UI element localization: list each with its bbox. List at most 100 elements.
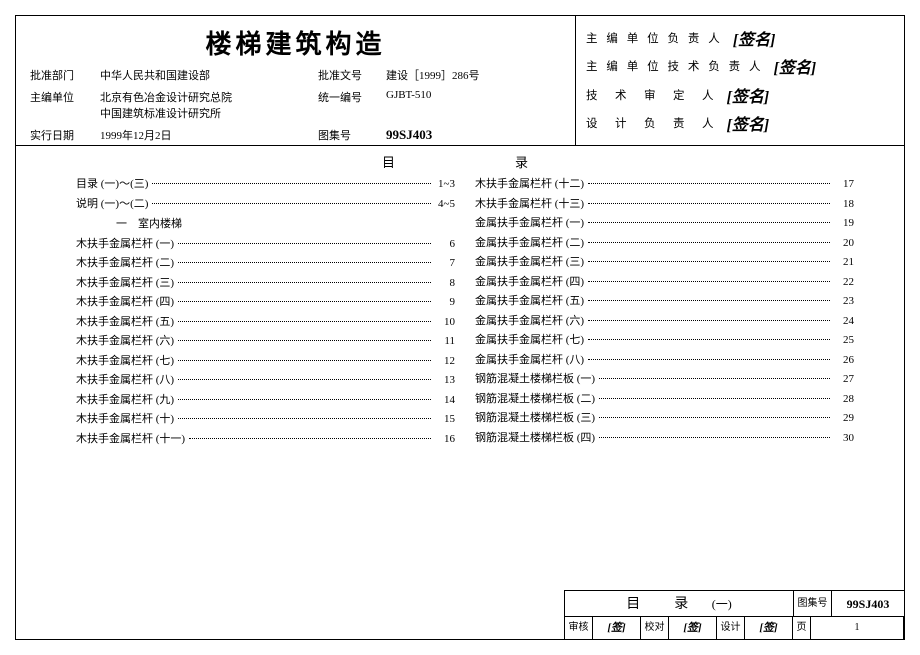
toc-entry-label: 木扶手金属栏杆 (十) [76,410,174,426]
header-left: 楼梯建筑构造 批准部门中华人民共和国建设部批准文号建设［1999］286号主编单… [16,16,576,145]
toc-entry: 木扶手金属栏杆 (九) 14 [76,391,455,407]
meta-label: 批准部门 [30,67,92,83]
toc-entry: 木扶手金属栏杆 (四)9 [76,293,455,309]
toc-entry: 木扶手金属栏杆 (三)8 [76,274,455,290]
toc-leader-dots [588,183,830,184]
toc-entry-page: 17 [834,178,854,190]
toc-entry-label: 木扶手金属栏杆 (三) [76,274,174,290]
toc-entry-page: 7 [435,257,455,269]
toc-entry-page: 4~5 [435,198,455,210]
toc-entry-page: 18 [834,198,854,210]
toc-heading-right: 录 [475,152,854,171]
toc-entry-label: 木扶手金属栏杆 (一) [76,235,174,251]
signer-row: 技 术 审 定 人[签名] [586,83,894,107]
toc-leader-dots [599,378,830,379]
toc-entry: 木扶手金属栏杆 (六)11 [76,332,455,348]
toc-entry: 钢筋混凝土楼梯栏板 (一)27 [475,370,854,386]
toc-entry: 木扶手金属栏杆 (七)12 [76,352,455,368]
toc-entry-label: 钢筋混凝土楼梯栏板 (二) [475,390,595,406]
toc-entry-label: 金属扶手金属栏杆 (六) [475,312,584,328]
toc-entry: 木扶手金属栏杆 (一)6 [76,235,455,251]
meta-value: GJBT-510 [386,89,561,101]
signer-row: 主 编 单 位 技 术 负 责 人 [签名] [586,54,894,78]
sheet-title-text: 目 录 [626,597,698,612]
toc-leader-dots [599,398,830,399]
meta-value: 建设［1999］286号 [386,67,561,83]
toc-leader-dots [588,339,830,340]
check-signature: [签] [669,617,717,639]
toc-entry-label: 木扶手金属栏杆 (九) [76,391,174,407]
toc-entry-page: 13 [435,374,455,386]
review-signature: [签] [593,617,641,639]
toc-entry-label: 钢筋混凝土楼梯栏板 (四) [475,429,595,445]
toc-leader-dots [178,379,431,380]
signer-signature: [签名] [774,54,817,78]
toc-entry-label: 说明 (一)～(二) [76,195,148,211]
toc-entry-label: 木扶手金属栏杆 (八) [76,371,174,387]
meta-value: 中华人民共和国建设部 [100,67,310,83]
meta-label: 批准文号 [318,67,378,83]
toc-entry: 金属扶手金属栏杆 (七) 25 [475,331,854,347]
toc-entry-page: 23 [834,295,854,307]
toc-section-heading: 一 室内楼梯 [116,215,455,231]
meta-label: 图集号 [318,127,378,143]
page-label: 页 [793,617,811,639]
sheet-title-suffix: (一) [712,597,732,611]
signer-label: 主 编 单 位 技 术 负 责 人 [586,58,764,74]
toc-leader-dots [178,301,431,302]
toc-entry: 说明 (一)～(二) 4~5 [76,195,455,211]
toc-entry-label: 木扶手金属栏杆 (二) [76,254,174,270]
meta-value: 1999年12月2日 [100,127,310,143]
toc-leader-dots [588,300,830,301]
toc-leader-dots [588,203,830,204]
toc-entry-label: 金属扶手金属栏杆 (一) [475,214,584,230]
toc-heading-left: 目 [76,152,455,171]
design-signature: [签] [745,617,793,639]
check-label: 校对 [641,617,669,639]
toc-entry-page: 24 [834,315,854,327]
toc-entry-page: 14 [435,394,455,406]
toc-entry-page: 10 [435,316,455,328]
signer-label: 主 编 单 位 负 责 人 [586,30,723,46]
atlas-no-label: 图集号 [794,591,832,616]
toc-leader-dots [152,203,431,204]
toc-entry-label: 目录 (一)～(三) [76,175,148,191]
toc-entry: 木扶手金属栏杆 (十一)16 [76,430,455,446]
toc-entry-label: 金属扶手金属栏杆 (五) [475,292,584,308]
toc-entry: 金属扶手金属栏杆 (二)20 [475,234,854,250]
meta-label: 主编单位 [30,89,92,105]
toc-leader-dots [588,320,830,321]
header-meta-table: 批准部门中华人民共和国建设部批准文号建设［1999］286号主编单位北京有色冶金… [30,67,561,143]
atlas-no-value: 99SJ403 [832,591,904,616]
toc-entry-label: 金属扶手金属栏杆 (七) [475,331,584,347]
toc-entry-page: 29 [834,412,854,424]
toc-entry-label: 木扶手金属栏杆 (五) [76,313,174,329]
toc-entry-label: 金属扶手金属栏杆 (三) [475,253,584,269]
document-title: 楼梯建筑构造 [30,24,561,61]
sheet-title: 目 录 (一) [565,591,794,616]
drawing-sheet: 楼梯建筑构造 批准部门中华人民共和国建设部批准文号建设［1999］286号主编单… [15,15,905,640]
toc-entry-page: 25 [834,334,854,346]
toc-entry-label: 金属扶手金属栏杆 (八) [475,351,584,367]
toc-leader-dots [178,418,431,419]
signer-label: 技 术 审 定 人 [586,87,717,103]
signer-signature: [签名] [733,26,776,50]
toc-entry: 木扶手金属栏杆 (十)15 [76,410,455,426]
toc-entry-page: 21 [834,256,854,268]
toc-entry: 金属扶手金属栏杆 (八)26 [475,351,854,367]
toc-body: 目 目录 (一)～(三)1~3说明 (一)～(二)4~5 一 室内楼梯 木扶手金… [16,146,904,576]
toc-entry-page: 11 [435,335,455,347]
signer-row: 主 编 单 位 负 责 人 [签名] [586,26,894,50]
toc-entry-label: 木扶手金属栏杆 (十三) [475,195,584,211]
toc-entry-page: 30 [834,432,854,444]
toc-entry: 钢筋混凝土楼梯栏板 (三)29 [475,409,854,425]
toc-entry: 钢筋混凝土楼梯栏板 (四) 30 [475,429,854,445]
toc-column-left: 目 目录 (一)～(三)1~3说明 (一)～(二)4~5 一 室内楼梯 木扶手金… [76,152,475,576]
toc-leader-dots [588,242,830,243]
toc-leader-dots [178,399,431,400]
toc-entry-page: 19 [834,217,854,229]
toc-entry: 木扶手金属栏杆 (五) 10 [76,313,455,329]
signature-block: 主 编 单 位 负 责 人 [签名] 主 编 单 位 技 术 负 责 人 [签名] 技 … [576,16,904,145]
signer-row: 设 计 负 责 人[签名] [586,111,894,135]
toc-leader-dots [178,262,431,263]
